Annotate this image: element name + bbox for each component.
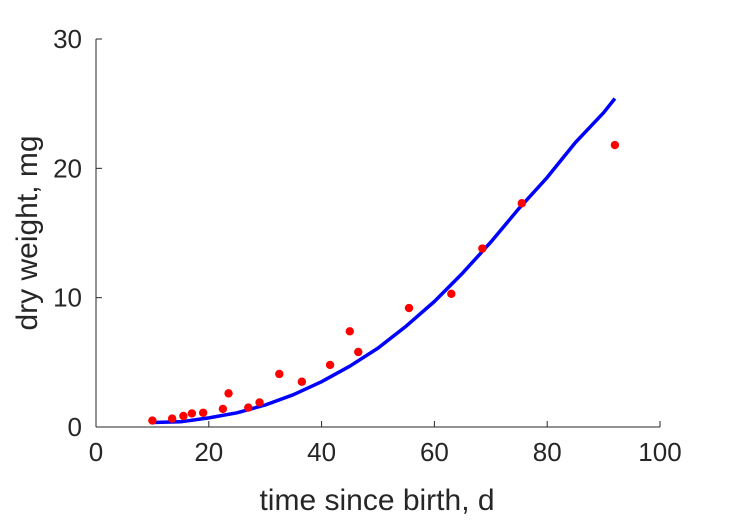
data-point (610, 140, 620, 150)
data-point (478, 244, 487, 253)
x-tick-label: 60 (420, 437, 449, 467)
axes: 0 20 40 60 80 100 0 10 20 30 (53, 24, 682, 467)
x-tick-label: 20 (194, 437, 223, 467)
plot-points (148, 140, 620, 425)
x-axis-label: time since birth, d (259, 484, 494, 517)
data-point (325, 360, 335, 370)
data-point (148, 416, 157, 425)
data-point (345, 327, 354, 336)
data-point (404, 303, 414, 313)
data-point (275, 369, 284, 379)
data-point (218, 404, 228, 414)
x-tick-label: 40 (307, 437, 336, 467)
data-point (255, 398, 264, 407)
x-tick-label: 80 (533, 437, 562, 467)
data-point (167, 414, 177, 423)
y-tick-label: 0 (68, 412, 82, 442)
data-point (297, 377, 307, 386)
data-point (224, 389, 233, 398)
plot-lines (152, 97, 617, 425)
data-point (517, 199, 527, 208)
data-point (179, 411, 188, 421)
data-point (354, 347, 363, 357)
data-point (447, 289, 456, 298)
y-tick-label: 20 (53, 153, 82, 183)
x-tick-label: 100 (638, 437, 681, 467)
y-axis-label: dry weight, mg (11, 135, 44, 330)
data-point (198, 408, 208, 417)
data-point (187, 409, 197, 418)
data-point (244, 403, 253, 412)
y-tick-label: 10 (53, 283, 82, 313)
fit-curve (152, 97, 617, 425)
x-tick-label: 0 (89, 437, 103, 467)
y-tick-label: 30 (53, 24, 82, 54)
